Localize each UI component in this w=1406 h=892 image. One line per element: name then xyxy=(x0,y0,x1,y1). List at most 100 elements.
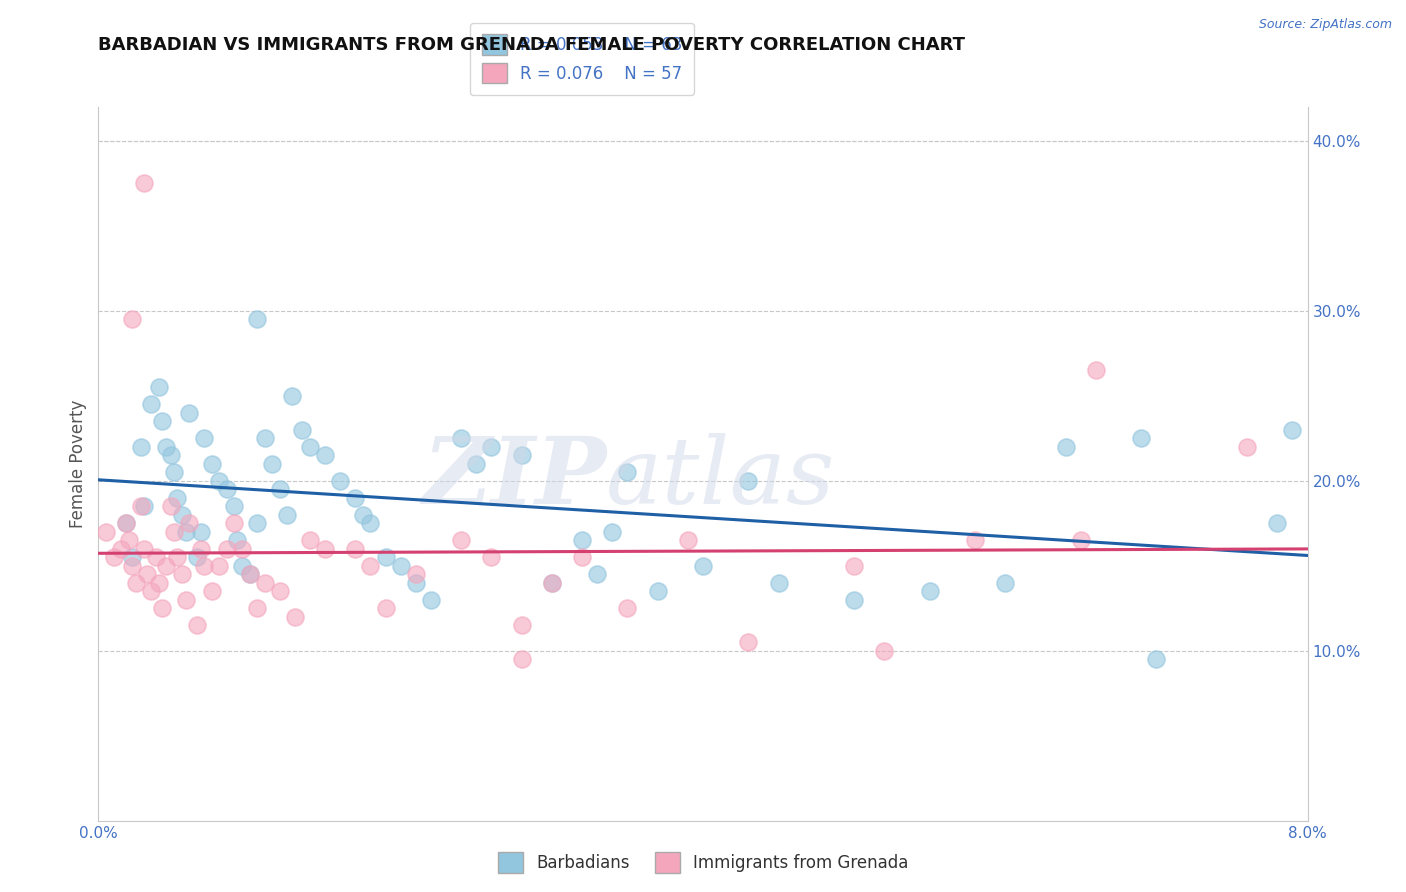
Point xyxy=(374,550,396,565)
Point xyxy=(224,500,246,514)
Point xyxy=(155,440,177,454)
Point xyxy=(145,550,167,565)
Point xyxy=(179,406,201,420)
Point xyxy=(170,508,193,522)
Point xyxy=(141,397,163,411)
Point xyxy=(160,448,183,462)
Point xyxy=(141,584,163,599)
Point xyxy=(94,524,117,539)
Point xyxy=(510,448,533,462)
Point xyxy=(110,541,132,556)
Point xyxy=(737,474,759,488)
Legend: Barbadians, Immigrants from Grenada: Barbadians, Immigrants from Grenada xyxy=(491,846,915,880)
Point xyxy=(150,601,173,615)
Point xyxy=(276,508,298,522)
Point xyxy=(314,448,336,462)
Point xyxy=(405,575,427,590)
Point xyxy=(586,567,609,582)
Point xyxy=(873,644,896,658)
Point xyxy=(150,414,173,428)
Point xyxy=(114,516,136,531)
Point xyxy=(179,516,201,531)
Point xyxy=(208,558,231,573)
Point xyxy=(540,575,562,590)
Point xyxy=(129,440,152,454)
Point xyxy=(186,618,208,632)
Legend: R = 0.053    N = 63, R = 0.076    N = 57: R = 0.053 N = 63, R = 0.076 N = 57 xyxy=(470,22,695,95)
Point xyxy=(215,483,238,497)
Point xyxy=(253,575,276,590)
Point xyxy=(160,500,183,514)
Point xyxy=(148,575,170,590)
Point xyxy=(193,431,215,445)
Point xyxy=(450,533,472,548)
Point xyxy=(284,609,307,624)
Point xyxy=(269,483,291,497)
Point xyxy=(737,635,759,649)
Point xyxy=(616,466,638,480)
Point xyxy=(1130,431,1153,445)
Point xyxy=(132,177,155,191)
Point xyxy=(510,618,533,632)
Point xyxy=(389,558,412,573)
Point xyxy=(114,516,136,531)
Point xyxy=(420,592,443,607)
Point xyxy=(571,533,593,548)
Point xyxy=(226,533,249,548)
Point xyxy=(163,524,186,539)
Point xyxy=(129,500,152,514)
Y-axis label: Female Poverty: Female Poverty xyxy=(69,400,87,528)
Point xyxy=(201,584,224,599)
Point xyxy=(1146,652,1168,666)
Point xyxy=(281,389,304,403)
Point xyxy=(253,431,276,445)
Point xyxy=(166,550,188,565)
Text: Source: ZipAtlas.com: Source: ZipAtlas.com xyxy=(1258,18,1392,31)
Point xyxy=(540,575,562,590)
Point xyxy=(262,457,284,471)
Point xyxy=(405,567,427,582)
Point xyxy=(692,558,714,573)
Text: ZIP: ZIP xyxy=(422,434,606,523)
Point xyxy=(481,550,503,565)
Point xyxy=(768,575,790,590)
Point xyxy=(352,508,374,522)
Point xyxy=(994,575,1017,590)
Point xyxy=(174,524,197,539)
Point xyxy=(314,541,336,556)
Point xyxy=(602,524,624,539)
Point xyxy=(231,558,253,573)
Point xyxy=(481,440,503,454)
Point xyxy=(1054,440,1077,454)
Point xyxy=(201,457,224,471)
Point xyxy=(193,558,215,573)
Point xyxy=(190,524,212,539)
Point xyxy=(121,312,143,326)
Point xyxy=(239,567,262,582)
Point xyxy=(299,533,322,548)
Point xyxy=(246,312,269,326)
Point xyxy=(231,541,253,556)
Point xyxy=(174,592,197,607)
Point xyxy=(155,558,177,573)
Point xyxy=(676,533,699,548)
Point xyxy=(1281,423,1303,437)
Point xyxy=(344,541,367,556)
Point xyxy=(299,440,322,454)
Point xyxy=(148,380,170,394)
Point xyxy=(224,516,246,531)
Point xyxy=(121,550,143,565)
Point xyxy=(246,516,269,531)
Point xyxy=(118,533,141,548)
Point xyxy=(329,474,352,488)
Point xyxy=(103,550,125,565)
Point xyxy=(1085,363,1108,377)
Point xyxy=(166,491,188,505)
Point xyxy=(132,500,155,514)
Text: atlas: atlas xyxy=(606,434,835,523)
Point xyxy=(1236,440,1258,454)
Point xyxy=(208,474,231,488)
Point xyxy=(132,541,155,556)
Point xyxy=(360,516,382,531)
Point xyxy=(571,550,593,565)
